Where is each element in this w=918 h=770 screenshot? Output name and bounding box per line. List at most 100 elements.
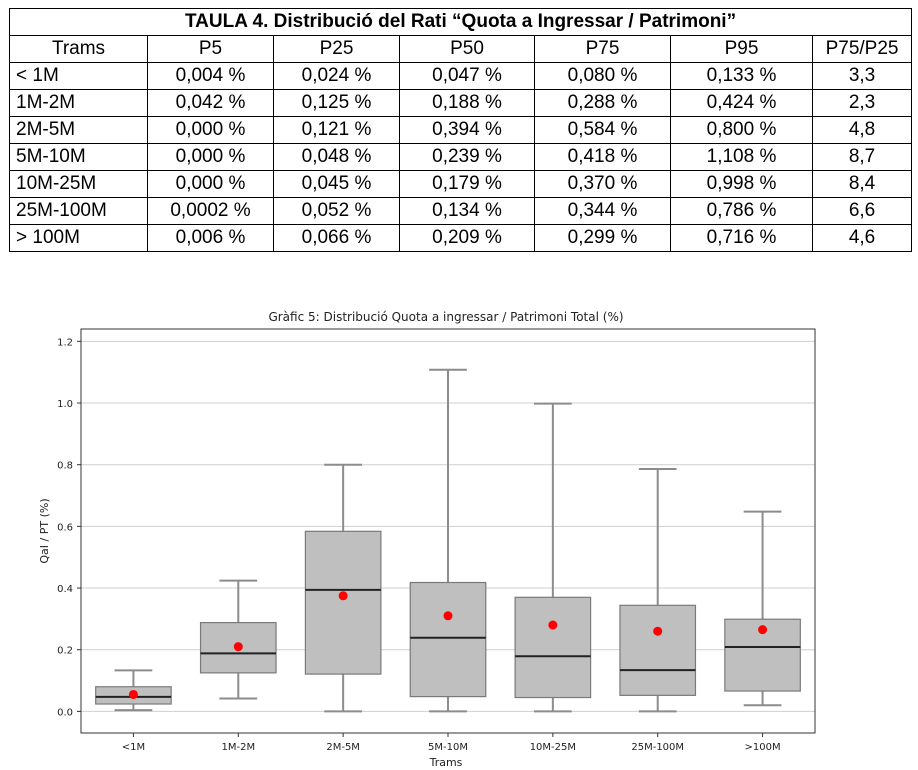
- table-row: 1M-2M 0,042 % 0,125 % 0,188 % 0,288 % 0,…: [9, 89, 913, 117]
- x-tick-label: 5M-10M: [428, 742, 468, 753]
- column-header: P50: [399, 35, 535, 63]
- table-cell: 0,000 %: [147, 170, 274, 198]
- table-cell: 0,418 %: [534, 143, 671, 171]
- y-axis-label: QaI / PT (%): [38, 498, 51, 563]
- plot-area: [80, 328, 816, 734]
- y-tick-label: 1.0: [57, 399, 73, 410]
- table-cell: 2M-5M: [9, 116, 148, 144]
- box-group-25M-100M: [619, 468, 697, 713]
- table-cell: 0,424 %: [670, 89, 813, 117]
- table-cell: 2,3: [811, 89, 913, 117]
- table-cell: 0,000 %: [147, 143, 274, 171]
- table-cell: 0,121 %: [273, 116, 400, 144]
- box-group-2M-5M: [304, 463, 382, 713]
- table-row: 5M-10M 0,000 % 0,048 % 0,239 % 0,418 % 1…: [9, 143, 913, 171]
- box: [619, 604, 697, 696]
- table-cell: 0,004 %: [147, 62, 274, 90]
- table-header-row: Trams P5 P25 P50 P75 P95 P75/P25: [9, 35, 913, 63]
- column-header: P5: [147, 35, 274, 63]
- x-tick-label: <1M: [122, 742, 145, 753]
- table-row: 2M-5M 0,000 % 0,121 % 0,394 % 0,584 % 0,…: [9, 116, 913, 144]
- table-cell: 0,299 %: [534, 224, 671, 252]
- table-cell: 0,584 %: [534, 116, 671, 144]
- table-cell: 8,7: [811, 143, 913, 171]
- boxes: [95, 368, 801, 713]
- mean-point: [758, 625, 768, 635]
- table-cell: 0,134 %: [399, 197, 535, 225]
- table-row: 25M-100M 0,0002 % 0,052 % 0,134 % 0,344 …: [9, 197, 913, 225]
- y-axis-ticks: 0.0 0.2 0.4 0.6 0.8 1.0 1.2: [57, 337, 81, 718]
- table-cell: 0,042 %: [147, 89, 274, 117]
- table-cell: 0,344 %: [534, 197, 671, 225]
- table-cell: 0,786 %: [670, 197, 813, 225]
- table-cell: 0,080 %: [534, 62, 671, 90]
- table-cell: 0,000 %: [147, 116, 274, 144]
- table-cell: 3,3: [811, 62, 913, 90]
- table-title: TAULA 4. Distribució del Rati “Quota a I…: [8, 8, 913, 36]
- chart-title: Gràfic 5: Distribució Quota a ingressar …: [268, 310, 623, 324]
- x-tick-label: >100M: [745, 742, 781, 753]
- mean-point: [233, 642, 243, 652]
- table-row: 10M-25M 0,000 % 0,045 % 0,179 % 0,370 % …: [9, 170, 913, 198]
- table-cell: 0,179 %: [399, 170, 535, 198]
- table-cell: 0,024 %: [273, 62, 400, 90]
- column-header: Trams: [9, 35, 148, 63]
- x-tick-label: 1M-2M: [221, 742, 255, 753]
- table-cell: 0,370 %: [534, 170, 671, 198]
- table-cell: 1,108 %: [670, 143, 813, 171]
- table-cell: 0,066 %: [273, 224, 400, 252]
- table-cell: 0,209 %: [399, 224, 535, 252]
- table-cell: 0,998 %: [670, 170, 813, 198]
- boxplot-chart: Gràfic 5: Distribució Quota a ingressar …: [38, 310, 816, 769]
- y-tick-label: 0.6: [57, 522, 73, 533]
- table-cell: 0,239 %: [399, 143, 535, 171]
- distribution-table: TAULA 4. Distribució del Rati “Quota a I…: [8, 8, 913, 252]
- table-cell: 0,052 %: [273, 197, 400, 225]
- table-cell: > 100M: [9, 224, 148, 252]
- table-cell: 0,288 %: [534, 89, 671, 117]
- table-cell: 10M-25M: [9, 170, 148, 198]
- table-cell: 0,133 %: [670, 62, 813, 90]
- table-cell: 0,045 %: [273, 170, 400, 198]
- mean-point: [443, 611, 453, 621]
- table-cell: 0,048 %: [273, 143, 400, 171]
- mean-point: [548, 620, 558, 630]
- box-group-<1M: [95, 669, 172, 712]
- table-cell: 0,047 %: [399, 62, 535, 90]
- column-header: P95: [670, 35, 813, 63]
- y-tick-label: 0.4: [57, 584, 73, 595]
- table-cell: 0,125 %: [273, 89, 400, 117]
- column-header: P75/P25: [811, 35, 913, 63]
- table-cell: 6,6: [811, 197, 913, 225]
- y-tick-label: 0.8: [57, 461, 73, 472]
- table-cell: 0,188 %: [399, 89, 535, 117]
- table-cell: 0,394 %: [399, 116, 535, 144]
- x-tick-label: 2M-5M: [326, 742, 360, 753]
- table-cell: 8,4: [811, 170, 913, 198]
- box: [514, 596, 592, 699]
- table-row: > 100M 0,006 % 0,066 % 0,209 % 0,299 % 0…: [9, 224, 913, 252]
- table-cell: 4,6: [811, 224, 913, 252]
- column-header: P25: [273, 35, 400, 63]
- mean-point: [653, 626, 663, 636]
- table-row: < 1M 0,004 % 0,024 % 0,047 % 0,080 % 0,1…: [9, 62, 913, 90]
- y-tick-label: 0.2: [57, 646, 73, 657]
- mean-point: [338, 591, 348, 601]
- column-header: P75: [534, 35, 671, 63]
- table-cell: 0,800 %: [670, 116, 813, 144]
- mean-point: [128, 689, 138, 699]
- box: [409, 581, 487, 698]
- y-tick-label: 0.0: [57, 707, 73, 718]
- x-tick-label: 10M-25M: [530, 742, 576, 753]
- table-cell: < 1M: [9, 62, 148, 90]
- table-cell: 0,0002 %: [147, 197, 274, 225]
- x-axis-ticks: <1M 1M-2M 2M-5M 5M-10M 10M-25M 25M-100M >100M: [122, 733, 781, 753]
- x-axis-label: Trams: [429, 756, 463, 769]
- x-tick-label: 25M-100M: [631, 742, 684, 753]
- box: [304, 530, 382, 675]
- table-cell: 0,006 %: [147, 224, 274, 252]
- table-cell: 1M-2M: [9, 89, 148, 117]
- box-group-10M-25M: [514, 402, 592, 713]
- table-cell: 25M-100M: [9, 197, 148, 225]
- box-group->100M: [724, 510, 801, 707]
